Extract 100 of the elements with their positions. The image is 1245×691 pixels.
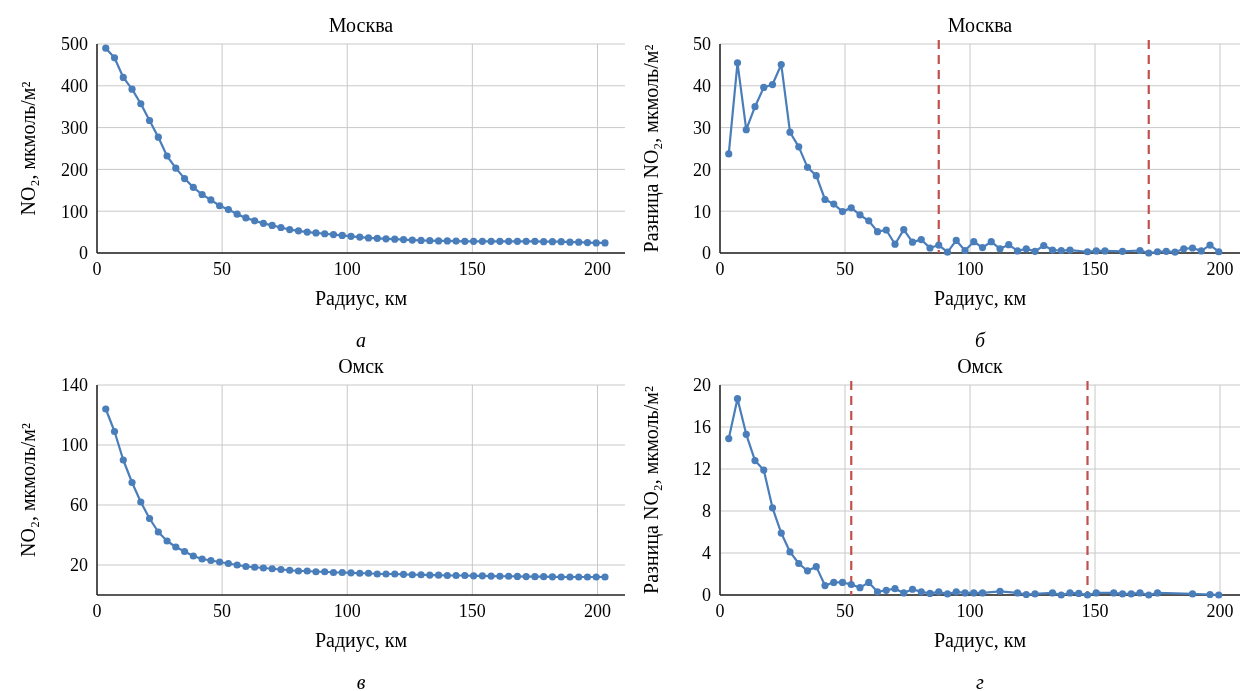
point bbox=[531, 237, 539, 245]
y-tick-label: 60 bbox=[70, 495, 88, 516]
point bbox=[303, 567, 311, 575]
point bbox=[583, 238, 592, 247]
point bbox=[970, 238, 978, 246]
point bbox=[399, 570, 408, 578]
y-tick-label: 20 bbox=[693, 159, 711, 180]
y-axis-title: Разница NO₂, мкмоль/м² bbox=[640, 44, 663, 253]
point bbox=[216, 558, 224, 566]
point bbox=[461, 571, 469, 580]
point bbox=[426, 237, 434, 245]
x-tick-label: 200 bbox=[583, 601, 611, 621]
point bbox=[943, 590, 952, 598]
y-tick-label: 40 bbox=[693, 76, 711, 97]
point bbox=[821, 581, 829, 590]
point bbox=[207, 556, 215, 565]
point bbox=[742, 126, 750, 134]
point bbox=[329, 231, 338, 239]
x-tick-label: 150 bbox=[458, 259, 486, 279]
point bbox=[1048, 589, 1057, 597]
point bbox=[1083, 248, 1092, 256]
point bbox=[347, 232, 355, 240]
x-axis-title: Радиус, км bbox=[933, 287, 1027, 310]
point bbox=[364, 234, 373, 242]
point bbox=[952, 236, 960, 245]
point bbox=[1057, 246, 1065, 255]
point bbox=[1031, 590, 1039, 598]
point bbox=[1188, 590, 1197, 598]
point bbox=[1118, 247, 1127, 255]
point bbox=[137, 498, 145, 506]
y-tick-label: 100 bbox=[61, 435, 88, 456]
point bbox=[865, 578, 873, 586]
point bbox=[830, 578, 838, 586]
point bbox=[452, 571, 460, 580]
point bbox=[768, 504, 777, 512]
y-tick-label: 400 bbox=[61, 76, 88, 97]
point bbox=[873, 228, 882, 236]
point bbox=[172, 543, 180, 551]
point bbox=[575, 573, 583, 581]
point bbox=[908, 585, 917, 593]
point bbox=[917, 236, 925, 244]
point bbox=[935, 241, 943, 249]
point bbox=[856, 211, 864, 219]
point bbox=[496, 572, 504, 580]
point bbox=[557, 238, 565, 246]
point bbox=[338, 568, 346, 577]
point bbox=[891, 240, 899, 248]
point bbox=[391, 570, 399, 578]
point bbox=[321, 230, 329, 238]
point bbox=[970, 589, 978, 597]
y-tick-label: 30 bbox=[693, 117, 711, 138]
y-axis-title: NO₂, мкмоль/м² bbox=[17, 81, 39, 216]
point bbox=[926, 589, 934, 598]
point bbox=[137, 100, 145, 108]
y-tick-label: 200 bbox=[61, 159, 88, 180]
point bbox=[180, 175, 189, 183]
point bbox=[830, 200, 838, 208]
point bbox=[742, 430, 750, 438]
point bbox=[417, 571, 425, 579]
x-tick-label: 0 bbox=[715, 259, 725, 279]
point bbox=[417, 236, 425, 245]
point bbox=[434, 237, 443, 245]
point bbox=[725, 434, 733, 443]
point bbox=[242, 214, 250, 222]
point bbox=[996, 245, 1004, 253]
point bbox=[978, 243, 987, 252]
point bbox=[251, 563, 259, 571]
point bbox=[943, 248, 952, 256]
point bbox=[795, 143, 803, 151]
text: г bbox=[976, 671, 985, 691]
point bbox=[102, 405, 110, 413]
point bbox=[356, 233, 364, 241]
point bbox=[575, 238, 583, 246]
point bbox=[119, 456, 127, 464]
y-tick-label: 500 bbox=[61, 34, 88, 55]
point bbox=[198, 190, 206, 199]
point bbox=[952, 588, 960, 596]
text: б bbox=[974, 329, 986, 351]
point bbox=[1110, 589, 1118, 597]
point bbox=[478, 572, 486, 580]
x-tick-label: 150 bbox=[1081, 601, 1109, 621]
point bbox=[961, 589, 969, 597]
x-axis-title: Радиус, км bbox=[314, 287, 408, 310]
point bbox=[268, 221, 276, 230]
point bbox=[382, 570, 390, 578]
x-tick-label: 100 bbox=[333, 601, 361, 621]
point bbox=[470, 572, 478, 580]
point bbox=[154, 528, 162, 536]
y-tick-label: 0 bbox=[79, 243, 88, 264]
point bbox=[1118, 590, 1127, 598]
y-tick-label: 50 bbox=[693, 34, 711, 55]
point bbox=[242, 562, 250, 571]
point bbox=[1083, 591, 1092, 599]
point bbox=[777, 60, 785, 69]
point bbox=[592, 573, 600, 581]
point bbox=[1171, 248, 1179, 256]
point bbox=[1040, 241, 1048, 250]
point bbox=[391, 235, 399, 243]
point bbox=[513, 572, 521, 580]
point bbox=[356, 569, 364, 577]
